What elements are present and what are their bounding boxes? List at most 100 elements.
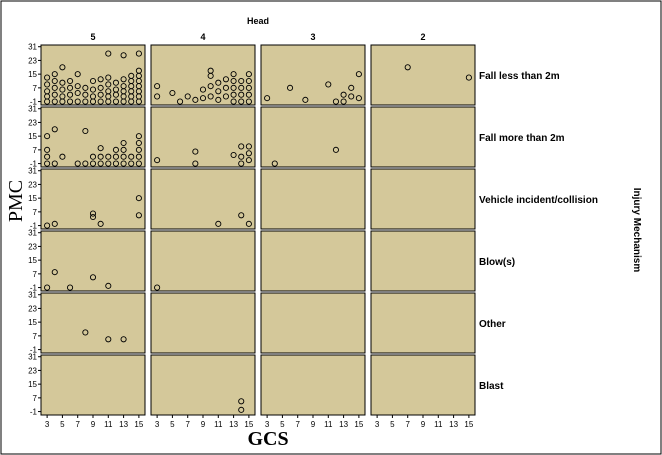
x-tick-label: 7 — [295, 420, 300, 429]
y-tick-label: -1 — [30, 222, 38, 231]
data-point — [89, 210, 97, 217]
data-point — [97, 220, 104, 227]
y-tick-label: 31 — [28, 167, 37, 176]
facet-panel — [370, 354, 476, 416]
data-point — [105, 74, 112, 81]
data-point — [154, 83, 161, 90]
data-point — [192, 96, 199, 103]
row-label: Other — [479, 319, 506, 330]
x-tick-label: 15 — [244, 420, 253, 429]
data-point — [135, 153, 142, 160]
data-point — [105, 282, 112, 289]
data-point — [348, 93, 355, 100]
data-point — [120, 336, 127, 343]
data-point — [135, 146, 142, 153]
facet-panel — [150, 106, 256, 168]
data-point — [97, 76, 104, 83]
data-point — [89, 274, 97, 281]
x-tick-label: 5 — [280, 420, 285, 429]
data-point — [51, 160, 58, 167]
data-point — [44, 81, 51, 88]
data-point — [105, 336, 112, 343]
data-point — [245, 143, 252, 150]
x-tick-label: 3 — [375, 420, 380, 429]
data-point — [169, 89, 176, 97]
facet-panel — [370, 230, 476, 292]
x-tick-label: 11 — [324, 420, 333, 429]
row-label: Fall less than 2m — [479, 71, 560, 82]
data-point — [192, 160, 199, 167]
y-tick-label: 23 — [28, 118, 37, 127]
data-point — [97, 160, 104, 167]
facet-panel — [40, 292, 146, 354]
facet-panel — [370, 168, 476, 230]
y-tick-label: 23 — [28, 180, 37, 189]
facet-panel — [40, 106, 146, 168]
data-point — [302, 96, 309, 103]
data-point — [154, 284, 161, 291]
data-point — [44, 153, 51, 160]
data-point — [465, 74, 472, 81]
data-point — [230, 71, 237, 78]
x-tick-label: 5 — [390, 420, 395, 429]
data-point — [238, 143, 245, 150]
data-point — [128, 72, 135, 79]
data-point — [74, 83, 81, 90]
data-point — [238, 77, 245, 85]
data-point — [215, 96, 222, 103]
data-point — [97, 84, 104, 91]
row-label: Vehicle incident/collision — [479, 195, 598, 206]
x-tick-label: 7 — [75, 420, 80, 429]
x-tick-label: 13 — [229, 420, 238, 429]
data-point — [230, 77, 237, 85]
data-point — [89, 86, 97, 93]
row-label: Fall more than 2m — [479, 133, 565, 144]
data-point — [355, 95, 362, 102]
x-tick-label: 7 — [185, 420, 190, 429]
data-point — [245, 98, 252, 105]
y-tick-label: 7 — [33, 332, 38, 341]
data-point — [105, 160, 112, 167]
x-axis-title: GCS — [247, 428, 288, 450]
data-point — [332, 146, 339, 153]
data-point — [245, 71, 252, 78]
data-point — [51, 98, 58, 105]
x-tick-label: 11 — [214, 420, 223, 429]
data-point — [245, 150, 252, 157]
data-point — [287, 84, 294, 91]
row-label: Blow(s) — [479, 257, 515, 268]
data-point — [44, 133, 51, 140]
data-point — [245, 220, 252, 227]
x-tick-label: 9 — [421, 420, 426, 429]
data-point — [332, 98, 339, 105]
y-tick-label: 7 — [33, 146, 38, 155]
facet-panel — [150, 168, 256, 230]
data-point — [82, 98, 89, 105]
data-point — [44, 88, 51, 95]
facet-panel — [260, 106, 366, 168]
data-point — [230, 151, 237, 159]
data-point — [271, 160, 278, 167]
data-point — [82, 91, 89, 98]
data-point — [120, 160, 127, 167]
y-tick-label: 31 — [28, 291, 37, 300]
data-point — [67, 91, 74, 98]
data-point — [215, 88, 222, 95]
y-tick-label: -1 — [30, 284, 38, 293]
data-point — [59, 86, 66, 93]
data-point — [192, 148, 199, 155]
data-point — [105, 50, 112, 57]
data-point — [97, 145, 104, 152]
data-point — [59, 79, 66, 86]
data-point — [404, 64, 411, 71]
column-header: 5 — [90, 32, 95, 42]
data-point — [112, 79, 119, 86]
data-point — [238, 98, 245, 105]
data-point — [51, 269, 58, 276]
data-point — [105, 88, 112, 95]
facet-panel — [150, 354, 256, 416]
y-tick-label: 7 — [33, 208, 38, 217]
data-point — [245, 91, 252, 98]
data-point — [128, 153, 135, 160]
x-tick-label: 13 — [119, 420, 128, 429]
